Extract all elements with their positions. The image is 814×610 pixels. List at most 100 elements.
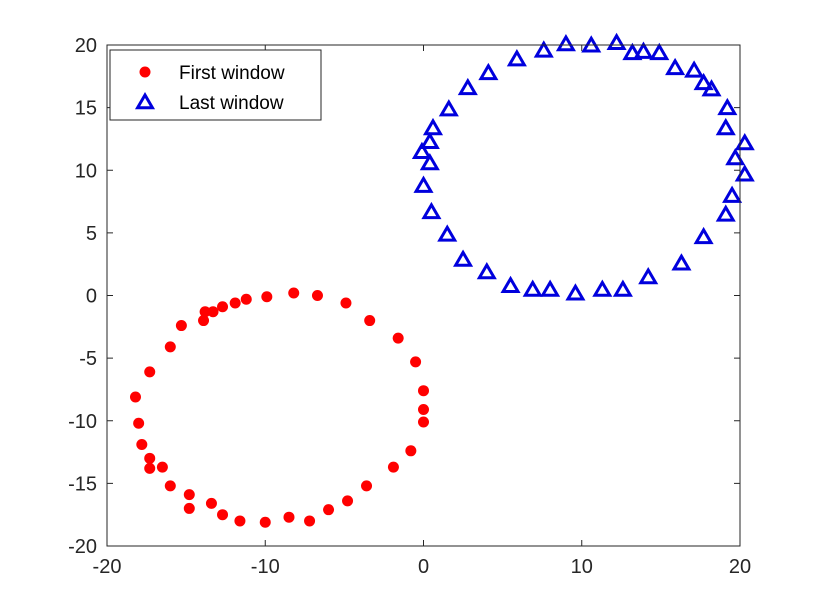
data-point-first-window xyxy=(164,480,176,492)
data-point-first-window xyxy=(217,509,229,521)
data-point-last-window xyxy=(649,42,670,61)
y-tick-label: 15 xyxy=(75,98,97,120)
plot-area xyxy=(107,45,740,546)
data-point-last-window xyxy=(717,97,738,116)
legend-marker-0 xyxy=(139,66,151,78)
data-point-first-window xyxy=(144,462,156,474)
x-tick-label: -10 xyxy=(251,556,280,578)
data-point-last-window xyxy=(693,226,714,245)
data-point-last-window xyxy=(506,49,527,67)
data-point-first-window xyxy=(205,497,217,509)
data-point-last-window xyxy=(522,279,543,297)
data-point-last-window xyxy=(413,175,434,193)
y-tick-label: 0 xyxy=(86,286,97,308)
data-point-last-window xyxy=(606,32,627,51)
data-point-last-window xyxy=(540,279,561,297)
legend-marker-1 xyxy=(134,92,156,110)
data-point-last-window xyxy=(422,117,444,136)
data-point-last-window xyxy=(419,153,440,171)
data-point-first-window xyxy=(183,502,195,514)
data-point-first-window xyxy=(340,297,352,309)
data-point-first-window xyxy=(129,391,141,403)
data-point-last-window xyxy=(671,253,692,271)
data-point-first-window xyxy=(199,306,211,318)
data-point-first-window xyxy=(133,417,145,429)
legend-label-1: Last window xyxy=(179,93,284,114)
data-point-first-window xyxy=(361,480,373,492)
data-point-last-window xyxy=(421,201,442,220)
data-point-last-window xyxy=(725,147,746,166)
legend: First window Last window xyxy=(109,49,322,121)
data-point-first-window xyxy=(234,515,246,527)
data-point-first-window xyxy=(144,452,156,464)
data-point-last-window xyxy=(701,79,722,97)
y-tick-label: -15 xyxy=(68,473,97,495)
y-tick-label: 20 xyxy=(75,35,97,57)
data-point-last-window xyxy=(419,131,440,149)
axes-box xyxy=(106,44,741,547)
data-point-first-window xyxy=(288,287,300,299)
data-point-last-window xyxy=(592,279,613,297)
data-point-last-window xyxy=(437,224,458,242)
data-point-first-window xyxy=(207,306,219,318)
data-point-last-window xyxy=(638,266,659,285)
data-point-first-window xyxy=(283,511,295,523)
axis-ticks: -20 -10 0 10 20 -20 -15 -10 -5 0 5 10 15 20 xyxy=(68,35,751,578)
data-point-first-window xyxy=(261,291,273,303)
y-tick-label: -20 xyxy=(68,536,97,558)
data-point-last-window xyxy=(684,60,705,78)
x-tick-label: 0 xyxy=(418,556,429,578)
series-layer xyxy=(129,32,755,528)
x-tick-label: -20 xyxy=(93,556,122,578)
data-point-first-window xyxy=(198,315,210,327)
data-point-first-window xyxy=(217,301,229,313)
data-point-first-window xyxy=(164,341,176,353)
data-point-first-window xyxy=(144,366,156,378)
y-tick-label: -10 xyxy=(68,411,97,433)
data-point-first-window xyxy=(229,297,241,309)
data-point-first-window xyxy=(392,332,404,344)
data-point-first-window xyxy=(418,416,429,428)
data-point-last-window xyxy=(411,141,432,160)
y-tick-label: 10 xyxy=(75,160,97,182)
data-point-first-window xyxy=(183,489,195,501)
data-point-first-window xyxy=(418,403,429,415)
data-point-last-window xyxy=(533,40,554,58)
data-point-first-window xyxy=(304,515,316,527)
data-point-first-window xyxy=(405,445,417,457)
data-point-first-window xyxy=(156,461,168,473)
x-tick-label: 20 xyxy=(729,556,751,578)
data-point-first-window xyxy=(240,293,252,305)
data-point-last-window xyxy=(555,34,576,52)
data-point-first-window xyxy=(136,439,148,451)
data-point-last-window xyxy=(478,62,499,81)
data-point-last-window xyxy=(457,77,478,96)
y-tick-label: 5 xyxy=(86,223,97,245)
y-tick-label: -5 xyxy=(79,348,97,370)
data-point-first-window xyxy=(410,356,422,368)
data-point-last-window xyxy=(438,99,459,117)
data-point-first-window xyxy=(418,385,429,397)
data-point-last-window xyxy=(734,164,755,182)
data-point-last-window xyxy=(565,283,586,301)
legend-label-0: First window xyxy=(179,63,285,84)
data-point-last-window xyxy=(633,41,654,59)
data-point-last-window xyxy=(693,72,714,91)
data-point-last-window xyxy=(622,42,643,61)
series-0 xyxy=(129,287,429,528)
data-point-first-window xyxy=(364,315,376,327)
data-point-last-window xyxy=(715,117,736,136)
data-point-last-window xyxy=(715,204,736,222)
series-1 xyxy=(411,32,755,301)
data-point-last-window xyxy=(612,279,633,297)
data-point-first-window xyxy=(387,461,399,473)
data-point-first-window xyxy=(311,290,323,301)
data-point-last-window xyxy=(734,132,755,151)
data-point-first-window xyxy=(323,504,335,516)
data-point-last-window xyxy=(476,261,497,280)
data-point-last-window xyxy=(453,249,474,267)
data-point-first-window xyxy=(259,516,271,528)
data-point-last-window xyxy=(722,185,743,203)
data-point-first-window xyxy=(175,320,187,332)
data-point-first-window xyxy=(342,495,354,507)
